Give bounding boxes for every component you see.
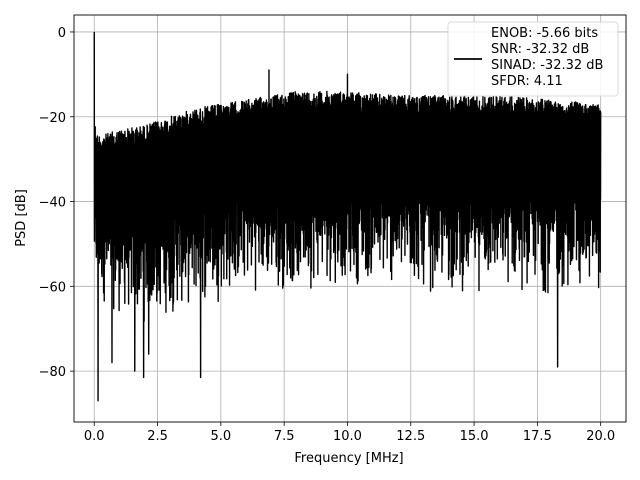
y-tick-label: −60 xyxy=(39,280,66,295)
legend-label-line: SNR: -32.32 dB xyxy=(491,42,589,57)
axes-frame xyxy=(73,14,627,423)
x-axis-label: Frequency [MHz] xyxy=(294,451,403,466)
x-tick-label: 15.0 xyxy=(460,429,489,444)
y-axis-label: PSD [dB] xyxy=(14,189,29,247)
legend: ENOB: -5.66 bits SNR: -32.32 dB SINAD: -32… xyxy=(447,21,619,97)
y-tick-label: −40 xyxy=(39,196,66,211)
x-tick-label: 12.5 xyxy=(396,429,425,444)
ticks: 0.0 2.5 5.0 7.5 10.0 12.5 15.0 17.5 20.0 0 −20 −40 −… xyxy=(39,26,616,444)
plot-area xyxy=(93,31,602,402)
legend-label-line: SINAD: -32.32 dB xyxy=(491,58,603,73)
psd-series-line xyxy=(93,31,602,402)
x-tick-label: 17.5 xyxy=(523,429,552,444)
x-tick-label: 7.5 xyxy=(274,429,295,444)
x-tick-label: 20.0 xyxy=(586,429,615,444)
x-tick-label: 2.5 xyxy=(147,429,168,444)
x-tick-label: 5.0 xyxy=(211,429,232,444)
y-tick-label: −80 xyxy=(39,365,66,380)
y-tick-label: 0 xyxy=(58,26,66,41)
legend-box xyxy=(447,21,619,97)
legend-label-line: SFDR: 4.11 xyxy=(491,74,563,89)
y-tick-label: −20 xyxy=(39,111,66,126)
x-tick-label: 0.0 xyxy=(84,429,105,444)
x-tick-label: 10.0 xyxy=(333,429,362,444)
legend-label: ENOB: -5.66 bits SNR: -32.32 dB SINAD: -32… xyxy=(491,26,603,89)
legend-label-line: ENOB: -5.66 bits xyxy=(491,26,598,41)
